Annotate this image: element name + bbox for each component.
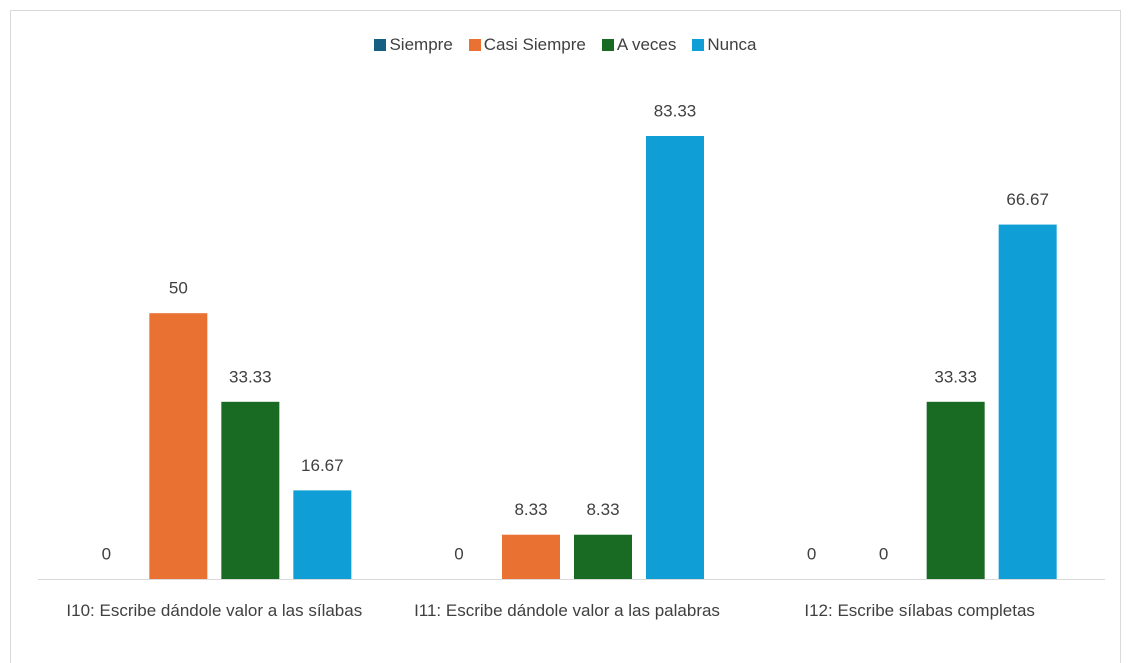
data-label: 0 [454,544,463,563]
legend-swatch [601,39,614,51]
data-label: 8.33 [514,500,547,519]
data-label: 0 [102,544,111,563]
legend-item: Casi Siempre [468,35,586,55]
legend-item: Siempre [374,35,453,55]
data-label: 66.67 [1006,190,1049,209]
bar [221,401,280,579]
data-label: 50 [169,279,188,298]
bar [998,224,1057,579]
bar [926,401,985,579]
bar [646,136,704,579]
bar [149,313,208,579]
legend-label: Casi Siempre [483,35,586,54]
bar [574,534,632,579]
data-label: 83.33 [654,101,697,120]
legend: Siempre Casi Siempre A veces Nunca [0,35,1131,55]
data-label: 33.33 [934,367,977,386]
legend-item: Nunca [692,35,757,55]
x-tick-label: I10: Escribe dándole valor a las sílabas [66,601,363,620]
data-label: 16.67 [301,456,344,475]
bar [502,534,560,579]
legend-swatch [692,39,705,51]
x-tick-label: I12: Escribe sílabas completas [804,601,1035,620]
data-label: 0 [807,544,816,563]
legend-item: A veces [601,35,677,55]
legend-label: Nunca [707,35,757,54]
data-label: 33.33 [229,367,272,386]
x-tick-label: I11: Escribe dándole valor a las palabra… [414,601,720,620]
legend-swatch [374,39,387,51]
bar [293,490,352,579]
chart-border [10,10,1121,663]
data-label: 8.33 [586,500,619,519]
legend-label: A veces [616,35,677,54]
data-label: 0 [879,544,888,563]
legend-label: Siempre [389,35,453,54]
legend-swatch [468,39,481,51]
